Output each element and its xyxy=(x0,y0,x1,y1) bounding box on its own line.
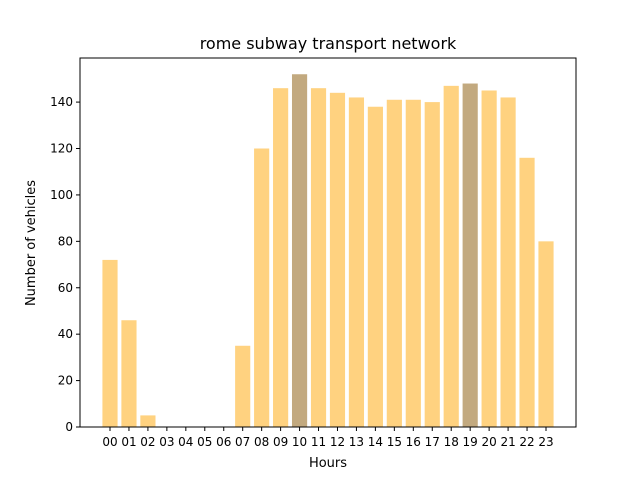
x-tick-label: 17 xyxy=(425,435,440,449)
x-tick-label: 01 xyxy=(121,435,136,449)
x-tick-label: 00 xyxy=(102,435,117,449)
y-tick-label: 100 xyxy=(50,188,73,202)
chart-title: rome subway transport network xyxy=(200,34,457,53)
x-tick-label: 18 xyxy=(444,435,459,449)
bar-13 xyxy=(348,97,365,428)
x-tick-label: 09 xyxy=(273,435,288,449)
bar-14 xyxy=(367,106,383,428)
x-tick-label: 06 xyxy=(216,435,231,449)
y-tick-label: 40 xyxy=(58,327,73,341)
x-tick-label: 13 xyxy=(349,435,364,449)
x-tick-label: 22 xyxy=(519,435,534,449)
y-tick-label: 80 xyxy=(58,234,73,248)
x-tick-label: 04 xyxy=(178,435,193,449)
x-tick-label: 20 xyxy=(481,435,496,449)
x-tick-label: 23 xyxy=(538,435,553,449)
plot-frame xyxy=(79,57,577,428)
y-tick-label: 0 xyxy=(65,420,73,434)
y-tick-label: 60 xyxy=(58,281,73,295)
x-tick-label: 16 xyxy=(406,435,421,449)
x-tick-label: 19 xyxy=(463,435,478,449)
bar-12 xyxy=(329,92,346,428)
x-tick-label: 08 xyxy=(254,435,269,449)
x-tick-label: 07 xyxy=(235,435,250,449)
bar-10 xyxy=(291,74,308,427)
bar-16 xyxy=(405,99,421,427)
x-tick-label: 10 xyxy=(292,435,307,449)
bar-19 xyxy=(462,83,478,427)
y-tick-label: 20 xyxy=(58,374,73,388)
x-tick-label: 14 xyxy=(368,435,383,449)
bar-02 xyxy=(140,415,156,427)
x-tick-label: 21 xyxy=(500,435,515,449)
y-tick-label: 120 xyxy=(50,142,73,156)
x-tick-label: 15 xyxy=(387,435,402,449)
bar-23 xyxy=(538,241,554,427)
bar-11 xyxy=(310,88,327,428)
bar-00 xyxy=(102,259,118,427)
bar-22 xyxy=(519,157,535,427)
bar-20 xyxy=(481,90,497,427)
bar-18 xyxy=(443,85,459,427)
x-tick-label: 03 xyxy=(159,435,174,449)
x-tick-label: 12 xyxy=(330,435,345,449)
x-tick-label: 11 xyxy=(311,435,326,449)
x-axis-label: Hours xyxy=(309,456,347,471)
bar-15 xyxy=(386,99,402,427)
bar-21 xyxy=(500,97,516,428)
y-axis-ticks: 0 20 40 60 80 100 120 140 xyxy=(50,95,80,434)
bar-17 xyxy=(424,102,440,428)
bar-07 xyxy=(235,345,251,427)
bar-01 xyxy=(121,320,137,427)
x-tick-label: 02 xyxy=(140,435,155,449)
bar-09 xyxy=(273,88,289,428)
bars-group xyxy=(102,74,554,428)
y-axis-label: Number of vehicles xyxy=(24,180,39,306)
x-axis-ticks: 00 01 02 03 04 05 06 07 08 09 10 11 12 13 14 15 16 17 18 19… xyxy=(102,427,554,449)
x-tick-label: 05 xyxy=(197,435,212,449)
y-tick-label: 140 xyxy=(50,95,73,109)
bar-08 xyxy=(254,148,270,427)
